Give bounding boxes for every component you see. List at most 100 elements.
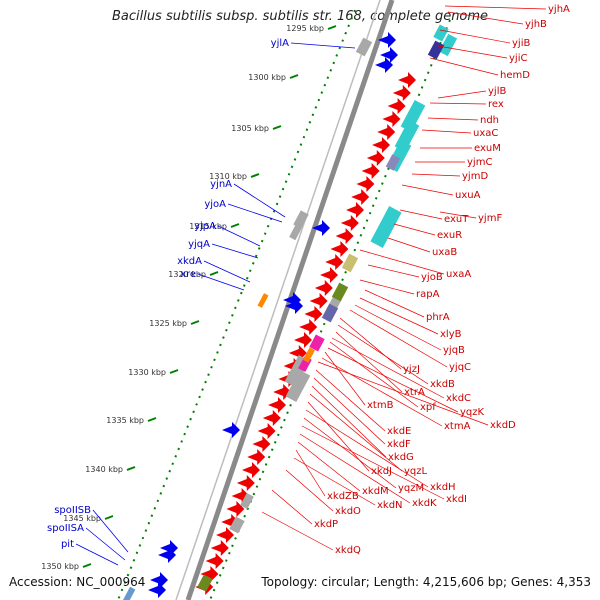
tick-mark <box>289 74 299 79</box>
reverse-label-line <box>429 102 487 105</box>
forward-gene-arrow <box>375 57 393 73</box>
tick-label: 1335 kbp <box>106 416 144 425</box>
forward-label-line <box>75 543 119 566</box>
tick-label: 1295 kbp <box>286 24 324 33</box>
reverse-gene-arrow <box>262 410 281 426</box>
reverse-gene-label: xkdZB <box>327 491 359 502</box>
reverse-label-line <box>359 249 445 275</box>
reverse-label-line <box>339 317 402 370</box>
reverse-gene-arrow <box>382 111 401 127</box>
reverse-gene-arrow <box>236 475 255 491</box>
forward-gene-arrow <box>158 547 176 563</box>
reverse-gene-label: xkdJ <box>371 466 392 477</box>
reverse-gene-arrow <box>242 462 260 478</box>
reverse-gene-label: ndh <box>480 115 499 126</box>
reverse-gene-label: yjmF <box>478 213 502 224</box>
tick-mark <box>230 223 240 228</box>
genome-backbone-inner <box>175 0 381 600</box>
reverse-gene-label: xkdC <box>446 393 471 404</box>
reverse-label-line <box>427 117 479 121</box>
reverse-gene-arrow <box>257 423 276 439</box>
reverse-gene-arrow <box>252 436 271 452</box>
forward-label-line <box>203 260 251 283</box>
reverse-label-line <box>303 417 397 489</box>
reverse-gene-arrow <box>377 124 396 140</box>
forward-gene-label: yjnA <box>210 179 232 190</box>
tick-label: 1340 kbp <box>85 465 123 474</box>
reverse-gene-label: xtrA <box>404 387 425 398</box>
reverse-label-line <box>364 289 425 318</box>
reverse-gene-label: yjlB <box>488 86 506 97</box>
reverse-gene-arrow <box>205 553 224 569</box>
reverse-gene-label: xkdE <box>387 426 411 437</box>
feature-group <box>120 24 458 600</box>
reverse-label-line <box>437 90 487 99</box>
cyan-feature <box>433 24 449 42</box>
reverse-label-line <box>421 129 472 134</box>
reverse-gene-label: phrA <box>426 312 450 323</box>
reverse-gene-label: uxaA <box>446 269 471 280</box>
forward-gene-arrow <box>312 220 330 236</box>
forward-label-line <box>217 225 261 247</box>
tick-mark <box>147 417 157 422</box>
reverse-label-line <box>293 457 376 506</box>
forward-label-line <box>92 509 129 553</box>
reverse-gene-label: exuR <box>437 230 462 241</box>
reverse-label-line <box>359 279 415 295</box>
tick-label: 1300 kbp <box>248 73 286 82</box>
reverse-gene-arrow <box>366 150 385 166</box>
reverse-gene-label: yjhA <box>548 4 570 15</box>
forward-label-line <box>85 527 126 561</box>
orange-feature <box>303 347 315 363</box>
reverse-gene-label: yjiC <box>509 53 527 64</box>
reverse-gene-label: xtmA <box>444 421 471 432</box>
tick-mark <box>169 369 179 374</box>
reverse-gene-arrow <box>351 189 370 205</box>
tick-label: 1305 kbp <box>231 124 269 133</box>
reverse-label-line <box>311 385 387 458</box>
reverse-label-line <box>337 324 429 385</box>
tick-group: 1295 kbp 1300 kbp 1305 kbp 1310 kbp 1315 kbp… <box>41 24 337 571</box>
reverse-gene-label: yjhB <box>525 19 547 30</box>
reverse-gene-label: hemD <box>500 70 530 81</box>
topology-text: Topology: circular; Length: 4,215,606 bp… <box>261 575 591 589</box>
reverse-label-line <box>439 29 511 44</box>
reverse-gene-label: xkdP <box>314 519 338 530</box>
reverse-gene-label: xkdO <box>335 506 361 517</box>
reverse-label-line <box>447 11 524 25</box>
forward-gene-label: xkdA <box>177 256 202 267</box>
genome-title: Bacillus subtilis subsp. subtilis str. 1… <box>111 9 489 24</box>
reverse-label-line <box>437 45 508 59</box>
reverse-label-line <box>401 184 454 196</box>
reverse-gene-arrow <box>340 215 359 231</box>
tick-mark <box>327 25 337 30</box>
reverse-gene-label: xpf <box>420 402 436 413</box>
olive-feature <box>197 574 213 592</box>
outer-dotted-ring <box>117 9 356 600</box>
reverse-label-line <box>429 57 499 76</box>
label-group: yjlA yjnA yjoA yjpA yjqA xkdA xre spoIISB spoIIS… <box>47 4 570 556</box>
reverse-label-line <box>439 211 477 219</box>
reverse-gene-arrow <box>216 527 234 543</box>
tick-label: 1345 kbp <box>63 514 101 523</box>
reverse-gene-label: uxaC <box>473 128 498 139</box>
forward-gene-label: spoIISA <box>47 523 84 534</box>
reverse-gene-label: xkdB <box>430 379 455 390</box>
reverse-label-line <box>309 393 403 472</box>
forward-gene-label: yjpA <box>194 221 216 232</box>
khaki-feature <box>341 253 359 273</box>
reverse-gene-label: xkdN <box>377 500 403 511</box>
reverse-label-line <box>305 409 429 488</box>
reverse-gene-label: xlyB <box>440 329 462 340</box>
reverse-gene-label: xkdQ <box>335 545 361 556</box>
reverse-label-line <box>315 369 386 432</box>
reverse-gene-arrow <box>387 98 406 114</box>
reverse-gene-label: xkdI <box>446 494 467 505</box>
reverse-gene-label: xkdG <box>388 452 414 463</box>
forward-label-line <box>227 203 283 223</box>
forward-gene-label: yjqA <box>188 239 210 250</box>
tick-label: 1315 kbp <box>189 222 227 231</box>
tick-mark <box>209 271 219 276</box>
reverse-gene-arrow <box>398 72 416 88</box>
tick-label: 1320 kbp <box>168 270 206 279</box>
